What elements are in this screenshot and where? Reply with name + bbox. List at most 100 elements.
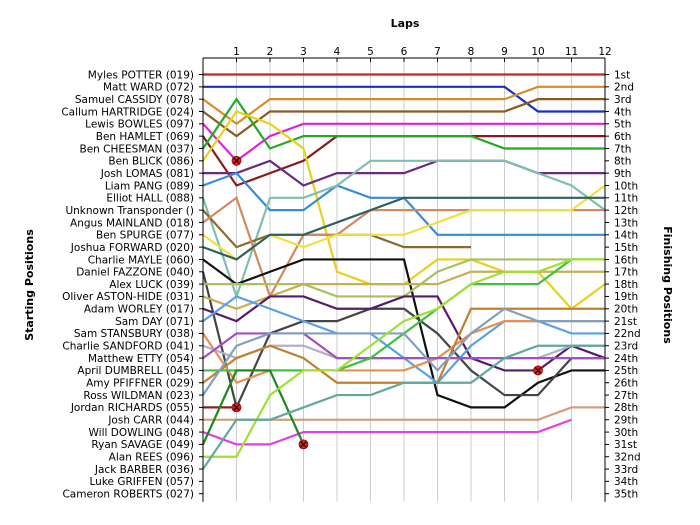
- finishing-position-label: 29th: [614, 415, 638, 427]
- x-tick-label: 1: [233, 46, 240, 58]
- starting-position-label: Jack BARBER (036): [94, 464, 194, 476]
- starting-position-label: Ross WILDMAN (023): [83, 390, 194, 402]
- finishing-position-label: 30th: [614, 427, 638, 439]
- x-tick-label: 4: [334, 46, 341, 58]
- finishing-position-label: 8th: [614, 156, 631, 168]
- series-line: [202, 97, 605, 150]
- finishing-position-label: 2nd: [614, 82, 634, 94]
- finishing-position-label: 35th: [614, 489, 638, 501]
- finishing-position-label: 6th: [614, 131, 631, 143]
- finishing-position-label: 19th: [614, 291, 638, 303]
- x-axis-title: Laps: [391, 17, 420, 30]
- labels: Myles POTTER (019)Matt WARD (072)Samuel …: [61, 69, 640, 500]
- x-tick-label: 11: [565, 46, 578, 58]
- starting-position-label: Luke GRIFFEN (057): [90, 476, 195, 488]
- series-line: [202, 344, 605, 470]
- starting-position-label: Josh LOMAS (081): [100, 168, 194, 180]
- finishing-position-label: 26th: [614, 378, 638, 390]
- finishing-position-label: 28th: [614, 402, 638, 414]
- y-axis-title-left: Starting Positions: [23, 229, 36, 341]
- finishing-position-label: 16th: [614, 254, 638, 266]
- starting-position-label: Jordan RICHARDS (055): [70, 402, 194, 414]
- retirement-marker: [533, 365, 543, 376]
- x-tick-label: 10: [531, 46, 544, 58]
- retirement-cross: [300, 440, 307, 448]
- starting-position-label: Amy PFIFFNER (029): [86, 378, 194, 390]
- finishing-position-label: 18th: [614, 279, 638, 291]
- starting-position-label: Matthew ETTY (054): [88, 353, 194, 365]
- retirement-cross: [534, 366, 542, 374]
- finishing-position-label: 5th: [614, 119, 631, 131]
- starting-position-label: Lewis BOWLES (097): [85, 119, 194, 131]
- finishing-position-label: 23rd: [614, 341, 638, 353]
- finishing-position-label: 1st: [614, 69, 630, 81]
- series-line: [203, 85, 605, 113]
- starting-position-label: Sam DAY (071): [115, 316, 194, 328]
- finishing-position-label: 9th: [614, 168, 631, 180]
- x-tick-label: 7: [434, 46, 441, 58]
- series-line: [202, 85, 605, 126]
- series-line: [201, 369, 305, 445]
- finishing-position-label: 33rd: [614, 464, 638, 476]
- finishing-position-label: 15th: [614, 242, 638, 254]
- starting-position-label: Ryan SAVAGE (049): [91, 439, 194, 451]
- finishing-position-label: 20th: [614, 304, 638, 316]
- finishing-position-label: 32nd: [614, 452, 641, 464]
- starting-position-label: Myles POTTER (019): [88, 69, 194, 81]
- series-line: [201, 159, 606, 300]
- x-tick-label: 8: [468, 46, 475, 58]
- finishing-position-label: 21st: [614, 316, 637, 328]
- x-tick-label: 6: [401, 46, 408, 58]
- starting-position-label: Joshua FORWARD (020): [70, 242, 194, 254]
- retirement-cross: [233, 157, 240, 165]
- series-line: [202, 307, 605, 396]
- series-line: [202, 122, 605, 163]
- starting-position-label: Ben SPURGE (077): [96, 230, 194, 242]
- series-line: [202, 418, 572, 446]
- starting-position-label: Ben CHEESMAN (037): [80, 143, 195, 155]
- series-line: [202, 98, 605, 138]
- starting-position-label: Sam STANSBURY (038): [74, 328, 194, 340]
- series-line: [203, 258, 605, 458]
- series-lines: [201, 73, 606, 470]
- finishing-position-label: 3rd: [614, 94, 631, 106]
- starting-position-label: Callum HARTRIDGE (024): [61, 106, 194, 118]
- x-tick-label: 5: [367, 46, 374, 58]
- finishing-position-label: 4th: [614, 106, 631, 118]
- starting-position-label: Elliot HALL (088): [106, 193, 194, 205]
- starting-position-label: Matt WARD (072): [103, 82, 194, 94]
- finishing-position-label: 31st: [614, 439, 637, 451]
- starting-position-label: Alex LUCK (039): [109, 279, 194, 291]
- finishing-position-label: 13th: [614, 217, 638, 229]
- retirement-marker: [231, 155, 242, 166]
- x-tick-label: 9: [501, 46, 508, 58]
- starting-position-label: April DUMBRELL (045): [77, 365, 194, 377]
- finishing-position-label: 14th: [614, 230, 638, 242]
- finishing-position-label: 22nd: [614, 328, 641, 340]
- finishing-position-label: 34th: [614, 476, 638, 488]
- starting-position-label: Samuel CASSIDY (078): [75, 94, 194, 106]
- starting-position-label: Alan REES (096): [109, 452, 194, 464]
- x-tick-label: 3: [300, 46, 307, 58]
- retirement-cross: [233, 403, 240, 411]
- retirement-markers: [231, 155, 543, 450]
- finishing-position-label: 12th: [614, 205, 638, 217]
- starting-position-label: Ben HAMLET (069): [96, 131, 194, 143]
- finishing-position-label: 25th: [614, 365, 638, 377]
- y-axis-title-right: Finishing Positions: [661, 226, 674, 344]
- starting-position-label: Unknown Transponder (): [65, 205, 194, 217]
- finishing-position-label: 17th: [614, 267, 638, 279]
- series-line: [202, 258, 605, 409]
- starting-position-label: Ben BLICK (086): [108, 156, 194, 168]
- starting-position-label: Liam PANG (089): [105, 180, 194, 192]
- starting-position-label: Charlie SANDFORD (041): [62, 341, 194, 353]
- starting-position-label: Adam WORLEY (017): [84, 304, 194, 316]
- starting-position-label: Will DOWLING (048): [89, 427, 194, 439]
- starting-position-label: Charlie MAYLE (060): [88, 254, 194, 266]
- finishing-position-label: 7th: [614, 143, 631, 155]
- finishing-position-label: 27th: [614, 390, 638, 402]
- finishing-position-label: 11th: [614, 193, 638, 205]
- starting-position-label: Angus MAINLAND (018): [70, 217, 194, 229]
- starting-position-label: Josh CARR (044): [107, 415, 194, 427]
